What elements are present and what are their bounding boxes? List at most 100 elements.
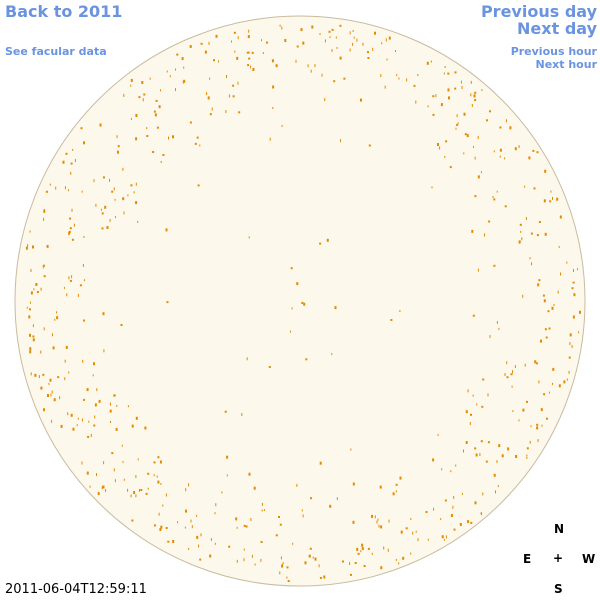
facula — [331, 353, 333, 356]
compass-east: E — [523, 552, 532, 566]
facula — [443, 72, 445, 75]
back-year-link[interactable]: Back to 2011 — [5, 2, 123, 21]
facula — [499, 148, 502, 152]
facula — [536, 234, 539, 237]
facula — [175, 68, 176, 71]
facula — [568, 370, 570, 374]
facula — [251, 51, 254, 54]
facula — [55, 186, 57, 190]
facula — [331, 28, 334, 31]
facula — [177, 521, 179, 524]
facula — [30, 301, 31, 304]
facula — [544, 232, 547, 236]
facula — [410, 517, 412, 520]
facula — [64, 359, 66, 363]
facula — [546, 417, 548, 420]
facula — [115, 216, 116, 219]
facula — [303, 302, 306, 306]
facula — [101, 212, 104, 215]
facula — [398, 562, 400, 565]
facula — [388, 519, 390, 523]
facula — [504, 157, 506, 160]
facula — [511, 385, 513, 388]
next-hour-link[interactable]: Next hour — [535, 58, 598, 71]
facula — [93, 424, 96, 427]
facula — [33, 288, 35, 291]
facula — [123, 478, 125, 481]
facula — [380, 525, 383, 529]
facula — [120, 324, 123, 326]
facula — [166, 301, 169, 304]
facula — [558, 245, 560, 248]
facula — [226, 75, 227, 78]
facula — [464, 133, 467, 136]
facula — [481, 512, 482, 516]
facula — [457, 122, 459, 125]
facula — [400, 530, 403, 534]
facula — [352, 30, 354, 32]
facula — [284, 39, 287, 42]
facula — [131, 519, 134, 522]
facula — [196, 136, 199, 139]
facula — [154, 113, 157, 117]
facula — [153, 461, 156, 464]
facula — [30, 372, 32, 376]
facula — [226, 455, 229, 459]
facula — [111, 452, 114, 455]
facula — [426, 61, 429, 65]
facula — [83, 236, 85, 238]
facula — [43, 209, 46, 213]
facula — [470, 521, 473, 524]
facula — [160, 161, 162, 163]
facula — [444, 155, 446, 158]
previous-hour-link[interactable]: Previous hour — [510, 45, 597, 58]
facula — [475, 453, 478, 457]
facula — [541, 424, 543, 427]
facula — [477, 175, 480, 179]
facular-data-link[interactable]: See facular data — [5, 45, 107, 58]
facula — [301, 509, 303, 512]
facula — [140, 489, 143, 491]
facula — [497, 485, 499, 488]
facula — [538, 279, 541, 282]
facula — [518, 240, 521, 244]
facula — [66, 293, 68, 297]
next-day-link[interactable]: Next day — [517, 19, 597, 38]
facula — [441, 535, 444, 539]
facula — [200, 533, 202, 537]
facula — [72, 148, 74, 151]
facula — [261, 509, 263, 512]
facula — [485, 460, 488, 463]
facula — [543, 299, 546, 303]
facula — [571, 345, 573, 348]
facula — [514, 147, 517, 151]
facula — [318, 564, 320, 568]
facula — [51, 390, 53, 394]
facula — [331, 49, 333, 52]
facula — [509, 126, 512, 130]
facula — [435, 94, 437, 98]
facula — [361, 547, 364, 551]
facula — [459, 523, 462, 526]
facula — [399, 476, 402, 480]
facula — [208, 41, 210, 45]
facula — [185, 509, 187, 513]
facula — [30, 269, 32, 272]
facula — [296, 483, 298, 487]
facula — [444, 66, 446, 68]
facula — [474, 195, 477, 198]
facula — [69, 279, 72, 282]
facula — [465, 410, 468, 414]
facula — [261, 39, 262, 42]
facula — [103, 349, 105, 353]
facula — [27, 244, 29, 248]
compass-south: S — [554, 582, 563, 596]
facula — [568, 356, 571, 359]
facula — [410, 552, 412, 555]
facula — [72, 427, 75, 431]
facula — [514, 365, 516, 368]
facula — [572, 315, 575, 319]
facula — [40, 287, 42, 291]
previous-day-link[interactable]: Previous day — [480, 2, 597, 21]
facula — [86, 388, 89, 392]
